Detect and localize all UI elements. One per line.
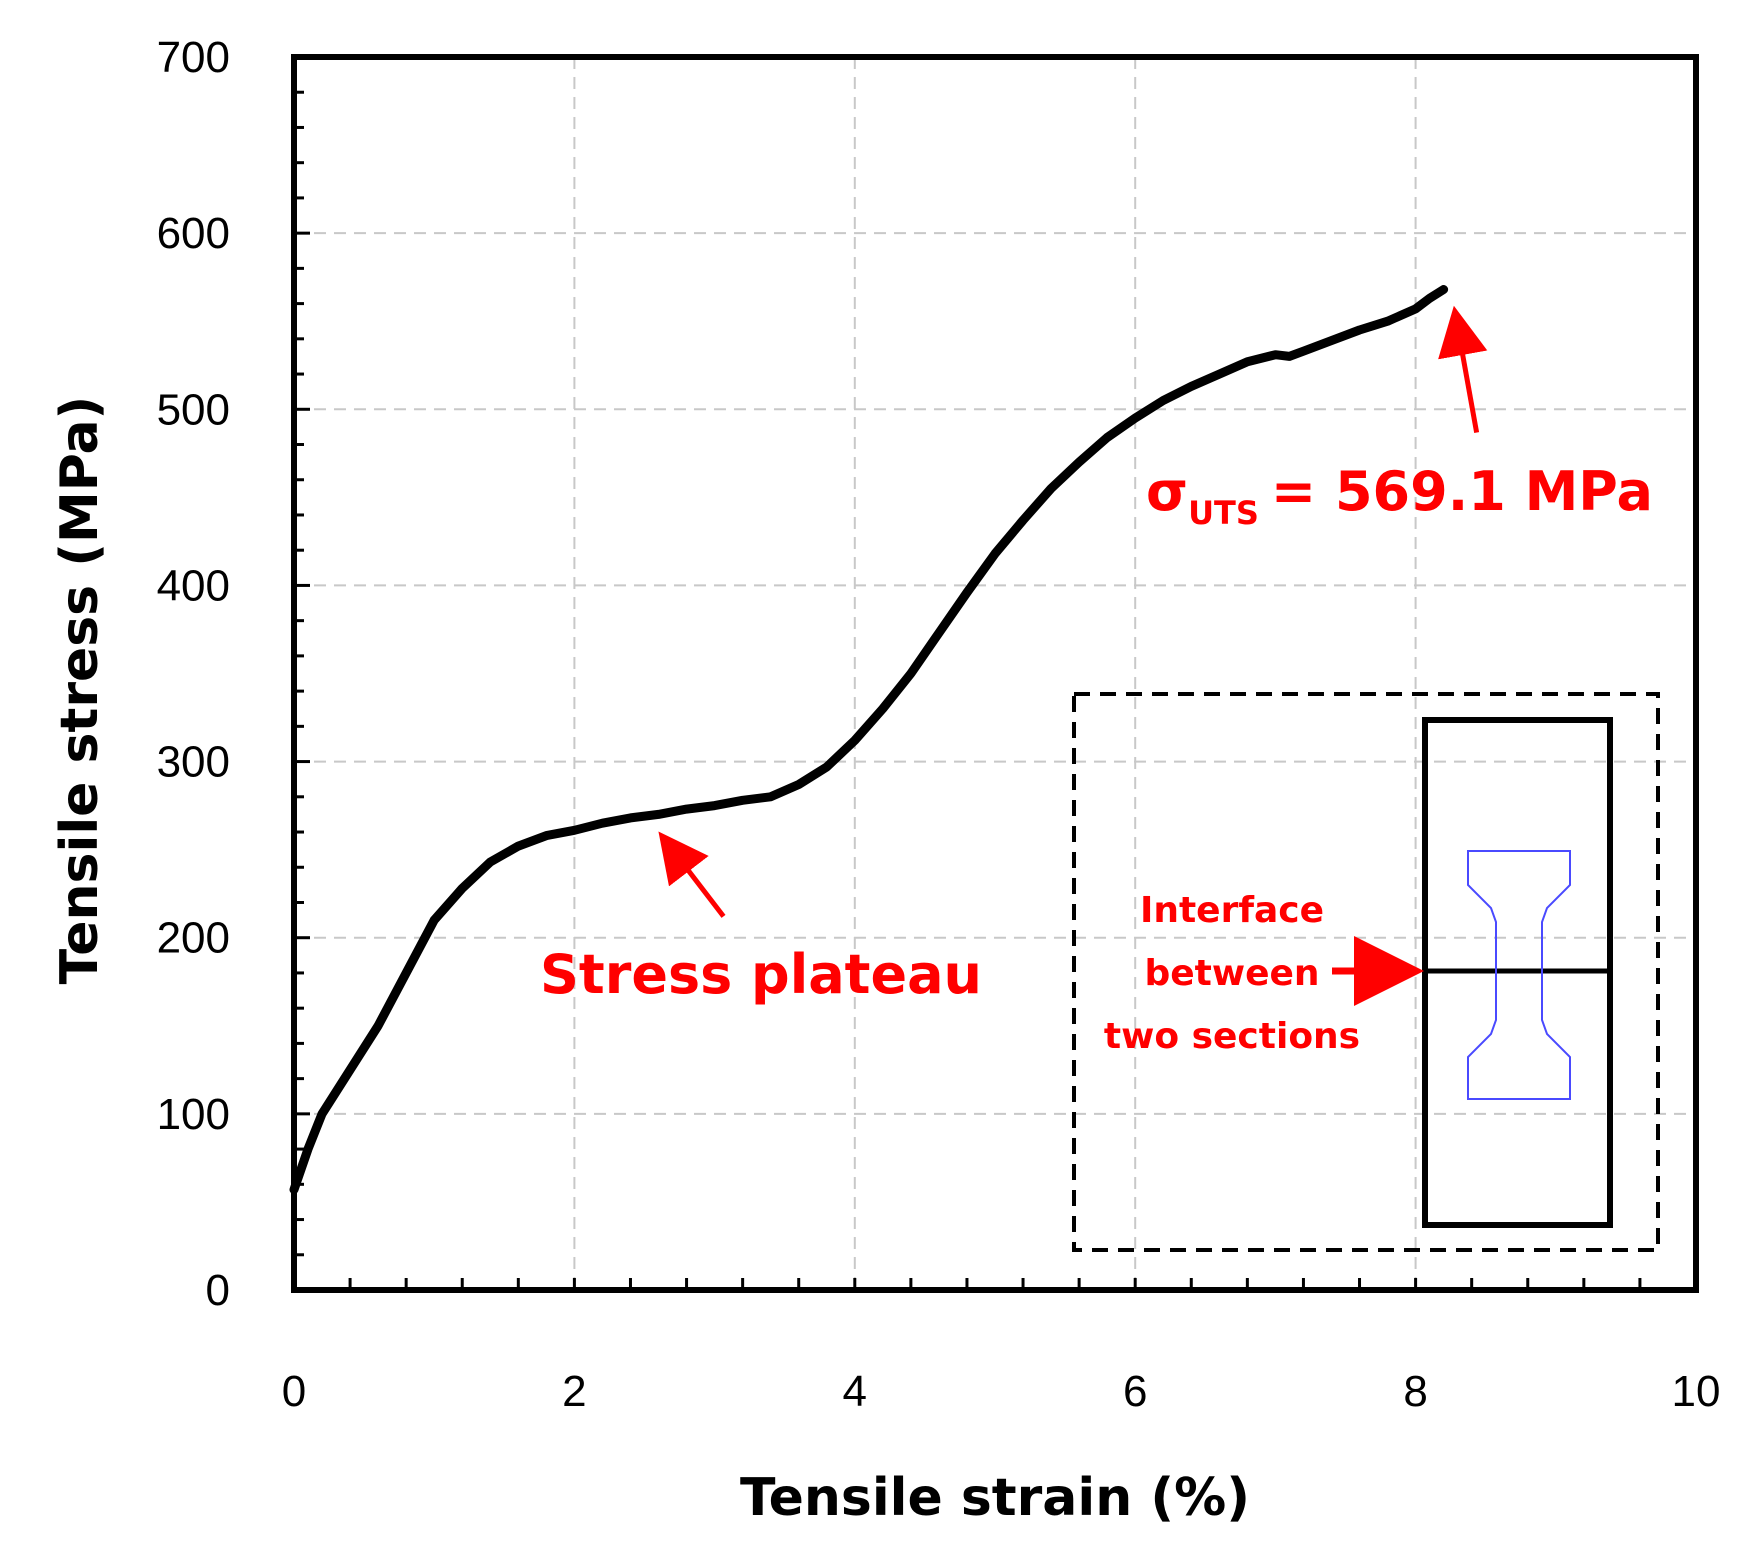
inset-label-line-2: between (1144, 953, 1319, 994)
series-line (289, 285, 1449, 1195)
inset-dashed-frame (1072, 692, 1660, 1252)
uts-value: = 569.1 MPa (1271, 460, 1653, 523)
y-tick-label: 0 (206, 1266, 230, 1315)
y-tick-label: 700 (157, 33, 230, 82)
y-tick-label: 500 (157, 385, 230, 434)
inset-label-line-3: two sections (1104, 1016, 1360, 1057)
plateau-label: Stress plateau (540, 943, 982, 1006)
uts-symbol: σ (1146, 460, 1188, 523)
y-tick-label: 200 (157, 914, 230, 963)
inset-dogbone-specimen (1467, 850, 1571, 1100)
plateau-arrow (658, 831, 726, 918)
x-tick-label: 2 (562, 1367, 586, 1416)
y-tick-label: 600 (157, 209, 230, 258)
inset-label-line-1: Interface (1140, 890, 1324, 931)
uts-subscript: UTS (1188, 494, 1259, 532)
inset: Interface between two sections (1072, 692, 1660, 1252)
x-tick-labels: 0 2 4 6 8 10 (282, 1367, 1721, 1416)
grid-lines (294, 57, 1696, 1290)
uts-label: σUTS = 569.1 MPa (1146, 460, 1653, 532)
y-axis-title: Tensile stress (MPa) (50, 396, 110, 985)
x-tick-label: 4 (843, 1367, 867, 1416)
x-tick-label: 10 (1672, 1367, 1721, 1416)
x-tick-label: 0 (282, 1367, 306, 1416)
minor-ticks (294, 90, 1642, 1290)
x-tick-label: 8 (1403, 1367, 1427, 1416)
x-axis-title: Tensile strain (%) (740, 1468, 1250, 1528)
y-tick-label: 100 (157, 1090, 230, 1139)
y-tick-labels: 0 100 200 300 400 500 600 700 (157, 33, 230, 1315)
y-tick-label: 400 (157, 561, 230, 610)
y-tick-label: 300 (157, 738, 230, 787)
x-tick-label: 6 (1123, 1367, 1147, 1416)
plot-frame (291, 54, 1699, 1293)
uts-arrow (1438, 305, 1488, 434)
